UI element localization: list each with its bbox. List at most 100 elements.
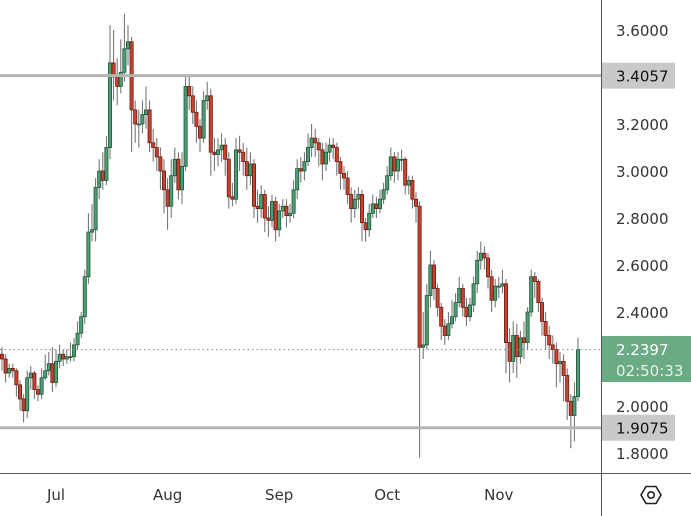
candle bbox=[241, 142, 246, 176]
candle bbox=[136, 109, 141, 148]
candle bbox=[266, 206, 271, 237]
hexagon-settings-icon[interactable] bbox=[640, 485, 662, 505]
candle bbox=[133, 100, 138, 143]
candle bbox=[233, 138, 238, 204]
candles-layer bbox=[0, 13, 581, 458]
candle-body-down bbox=[187, 86, 192, 97]
candle-body-down bbox=[266, 217, 271, 221]
candle bbox=[230, 182, 235, 207]
candle-body-up bbox=[478, 252, 483, 261]
level-label: 3.4057 bbox=[616, 68, 669, 86]
candle-body-down bbox=[359, 194, 364, 224]
candle bbox=[428, 250, 433, 308]
candle bbox=[572, 382, 577, 442]
price-tick-label: 2.0000 bbox=[616, 398, 669, 416]
candle bbox=[50, 347, 55, 392]
candle-body-down bbox=[392, 156, 397, 172]
candle bbox=[262, 189, 267, 233]
candle bbox=[320, 142, 325, 181]
candle-body-up bbox=[7, 367, 12, 374]
candle-body-up bbox=[377, 198, 382, 209]
candle bbox=[327, 138, 332, 162]
candle bbox=[295, 159, 300, 200]
candle-body-down bbox=[251, 163, 256, 207]
candle bbox=[208, 88, 213, 176]
candle bbox=[338, 156, 343, 190]
candle-body-up bbox=[496, 285, 501, 288]
candle bbox=[413, 192, 418, 223]
candle bbox=[291, 180, 296, 218]
candle bbox=[374, 196, 379, 218]
price-axis[interactable]: 3.6000 3.2000 3.0000 2.8000 2.6000 2.4000 2.00… bbox=[616, 22, 669, 463]
candle bbox=[536, 279, 541, 312]
candle-body-down bbox=[151, 142, 156, 148]
candle-body-up bbox=[277, 210, 282, 231]
level-label-bg bbox=[602, 414, 675, 441]
candle bbox=[190, 86, 195, 124]
horizontal-levels[interactable]: 3.4057 1.9075 bbox=[0, 62, 675, 441]
candle-body-down bbox=[345, 177, 350, 195]
candle bbox=[421, 312, 426, 359]
candle-body-up bbox=[82, 276, 87, 318]
candle bbox=[514, 323, 519, 378]
countdown-timer: 02:50:33 bbox=[616, 362, 683, 380]
candle bbox=[399, 149, 404, 171]
candle bbox=[72, 337, 77, 362]
candle bbox=[287, 203, 292, 223]
candle bbox=[277, 203, 282, 237]
candle-body-down bbox=[547, 335, 552, 346]
candle bbox=[482, 246, 487, 270]
candle bbox=[511, 321, 516, 374]
candle-body-up bbox=[172, 158, 177, 177]
candle-body-up bbox=[399, 158, 404, 161]
candle-body-up bbox=[90, 229, 95, 233]
candle bbox=[161, 159, 166, 214]
candle-body-up bbox=[68, 356, 73, 359]
candle-body-down bbox=[36, 389, 41, 395]
candle bbox=[424, 283, 429, 350]
candle-body-down bbox=[341, 172, 346, 179]
candle bbox=[403, 156, 408, 195]
candle bbox=[507, 328, 512, 383]
candle-body-down bbox=[244, 161, 249, 177]
candle bbox=[201, 91, 206, 143]
candle bbox=[75, 321, 80, 350]
candle-body-down bbox=[554, 349, 559, 365]
time-axis[interactable]: Jul Aug Sep Oct Nov bbox=[46, 486, 514, 504]
candle-body-up bbox=[424, 295, 429, 346]
candle-body-up bbox=[43, 370, 48, 379]
candle bbox=[212, 138, 217, 171]
candle-body-up bbox=[233, 149, 238, 200]
candle bbox=[313, 128, 318, 157]
candle-body-up bbox=[86, 231, 91, 278]
candle-body-up bbox=[179, 165, 184, 191]
candle bbox=[460, 283, 465, 317]
candle bbox=[475, 250, 480, 294]
month-tick-label: Aug bbox=[153, 486, 182, 504]
price-tick-label: 3.6000 bbox=[616, 22, 669, 40]
candle bbox=[417, 201, 422, 458]
candle-body-down bbox=[17, 384, 22, 400]
candle-body-up bbox=[370, 203, 375, 214]
candle-body-down bbox=[532, 276, 537, 282]
candle bbox=[244, 147, 249, 190]
candle bbox=[431, 260, 436, 301]
candle-body-down bbox=[190, 95, 195, 113]
candle-body-down bbox=[10, 367, 15, 372]
candle bbox=[61, 349, 66, 367]
month-tick-label: Oct bbox=[374, 486, 400, 504]
candle bbox=[554, 342, 559, 388]
candle bbox=[43, 354, 48, 381]
candle bbox=[273, 196, 278, 242]
candle-body-down bbox=[363, 222, 368, 231]
candle bbox=[147, 100, 152, 153]
candle-body-down bbox=[262, 194, 267, 219]
candle bbox=[446, 312, 451, 341]
candle bbox=[25, 370, 30, 418]
candle-body-up bbox=[79, 316, 84, 334]
candle bbox=[435, 283, 440, 317]
level-label: 1.9075 bbox=[616, 420, 669, 438]
candle-body-down bbox=[165, 189, 170, 207]
candle-body-up bbox=[572, 396, 577, 416]
